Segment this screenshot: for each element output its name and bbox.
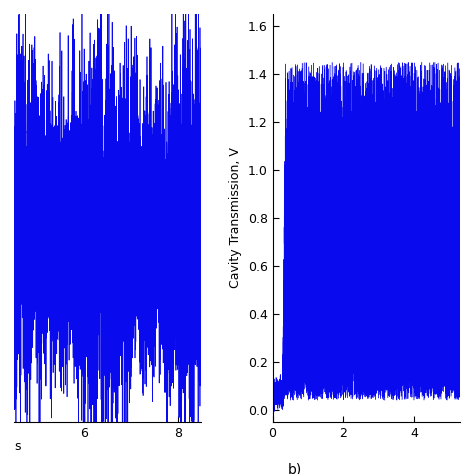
Y-axis label: Cavity Transmission, V: Cavity Transmission, V (229, 147, 242, 289)
Text: s: s (14, 440, 21, 453)
Text: b): b) (288, 463, 302, 474)
